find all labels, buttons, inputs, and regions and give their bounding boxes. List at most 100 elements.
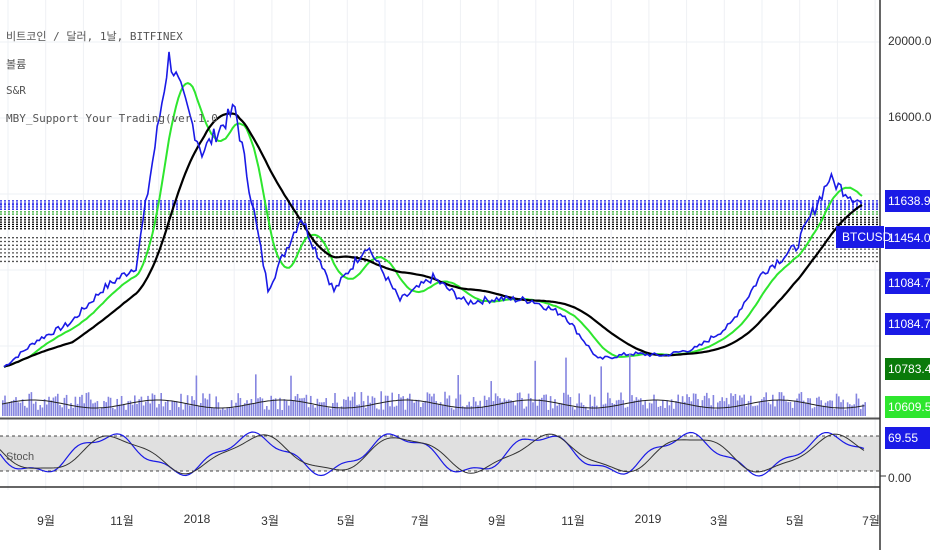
volume-bar xyxy=(395,405,398,416)
volume-bar xyxy=(393,406,396,416)
price-label-5: 10783.4 xyxy=(885,358,931,380)
x-label-1: 11월 xyxy=(110,514,134,528)
x-label-3: 3월 xyxy=(261,514,279,528)
volume-bar xyxy=(202,393,204,416)
volume-bar xyxy=(448,395,451,416)
volume-bar xyxy=(796,398,798,416)
volume-bar xyxy=(818,396,820,416)
volume-bar xyxy=(860,409,862,416)
price-label-4: 11084.7 xyxy=(885,313,931,335)
volume-bar xyxy=(558,402,561,416)
volume-bar xyxy=(391,392,393,416)
volume-bar xyxy=(816,397,818,416)
volume-bar xyxy=(305,394,308,416)
volume-bar xyxy=(279,397,281,416)
volume-bar xyxy=(105,402,107,416)
volume-bar xyxy=(37,409,39,416)
volume-bar xyxy=(602,404,605,416)
volume-bar xyxy=(250,399,253,416)
volume-bar xyxy=(745,406,748,416)
volume-bar xyxy=(50,400,52,416)
volume-bar xyxy=(398,393,400,416)
volume-bar xyxy=(257,398,259,416)
fast-ma-line xyxy=(3,82,863,368)
volume-bar xyxy=(184,403,187,416)
volume-bar xyxy=(666,400,668,416)
volume-bar xyxy=(545,394,547,416)
volume-bar xyxy=(360,392,363,416)
volume-bar xyxy=(424,400,426,416)
volume-bar xyxy=(351,396,354,416)
volume-bar xyxy=(769,404,772,416)
volume-bar xyxy=(732,395,734,416)
volume-bar xyxy=(415,399,418,416)
volume-bar xyxy=(853,404,855,416)
volume-bar xyxy=(107,396,110,416)
volume-bar xyxy=(382,409,385,416)
volume-bar xyxy=(83,403,85,416)
volume-bar xyxy=(321,402,323,416)
volume-bar xyxy=(527,393,530,416)
volume-bar xyxy=(439,402,442,416)
volume-bar xyxy=(112,407,114,416)
volume-bar xyxy=(237,393,239,416)
volume-bar xyxy=(378,409,380,416)
volume-bar xyxy=(411,399,413,416)
volume-bar xyxy=(362,401,365,416)
volume-bar xyxy=(356,404,358,416)
volume-bar xyxy=(651,403,653,416)
volume-bar xyxy=(607,392,609,416)
volume-bar xyxy=(160,393,162,416)
volume-bar xyxy=(648,402,651,416)
volume-bar xyxy=(310,395,312,416)
volume-bar xyxy=(657,406,660,416)
volume-bar xyxy=(695,393,697,416)
slow-ma-line xyxy=(3,112,863,368)
volume-bar xyxy=(354,392,356,416)
volume-bar xyxy=(774,406,776,416)
volume-bar xyxy=(39,405,41,416)
volume-bar xyxy=(499,398,501,416)
volume-bar xyxy=(35,401,37,416)
volume-bar xyxy=(675,401,677,416)
volume-bar xyxy=(72,407,74,416)
legend-indicator[interactable]: MBY_Support Your Trading(ver.1.0 xyxy=(6,112,218,125)
volume-bar xyxy=(281,409,283,416)
price-label-1: 11638.9 xyxy=(885,190,931,212)
volume-bar xyxy=(541,397,543,416)
volume-bar xyxy=(219,409,222,416)
volume-bar xyxy=(479,400,481,416)
volume-bar xyxy=(767,402,770,416)
volume-bar xyxy=(503,398,506,416)
volume-bar xyxy=(805,402,807,416)
volume-bar xyxy=(59,405,61,416)
volume-ma-line xyxy=(1,399,865,409)
volume-bar xyxy=(780,392,783,416)
volume-bar xyxy=(426,392,429,416)
volume-bar xyxy=(686,394,688,416)
legend-sr[interactable]: S&R xyxy=(6,84,26,97)
volume-bar xyxy=(211,407,213,416)
volume-bar xyxy=(316,398,319,416)
volume-bar xyxy=(164,401,167,416)
volume-bar xyxy=(195,375,198,416)
volume-bar xyxy=(369,402,371,416)
volume-bar xyxy=(266,406,268,416)
legend-symbol[interactable]: 비트코인 / 달러, 1날, BITFINEX xyxy=(6,30,183,43)
legend-volume[interactable]: 볼륨 xyxy=(6,58,27,71)
volume-bar xyxy=(226,408,228,416)
volume-bar xyxy=(138,399,140,416)
volume-bar xyxy=(318,402,321,416)
volume-bar xyxy=(15,397,17,416)
volume-bar xyxy=(13,399,15,416)
volume-bar xyxy=(684,401,686,416)
volume-bar xyxy=(63,397,66,416)
volume-bar xyxy=(230,400,233,416)
volume-bar xyxy=(728,404,730,416)
volume-bar xyxy=(750,395,752,416)
volume-bar xyxy=(692,393,695,416)
stoch-d-line xyxy=(0,433,865,475)
volume-bar xyxy=(635,397,638,416)
